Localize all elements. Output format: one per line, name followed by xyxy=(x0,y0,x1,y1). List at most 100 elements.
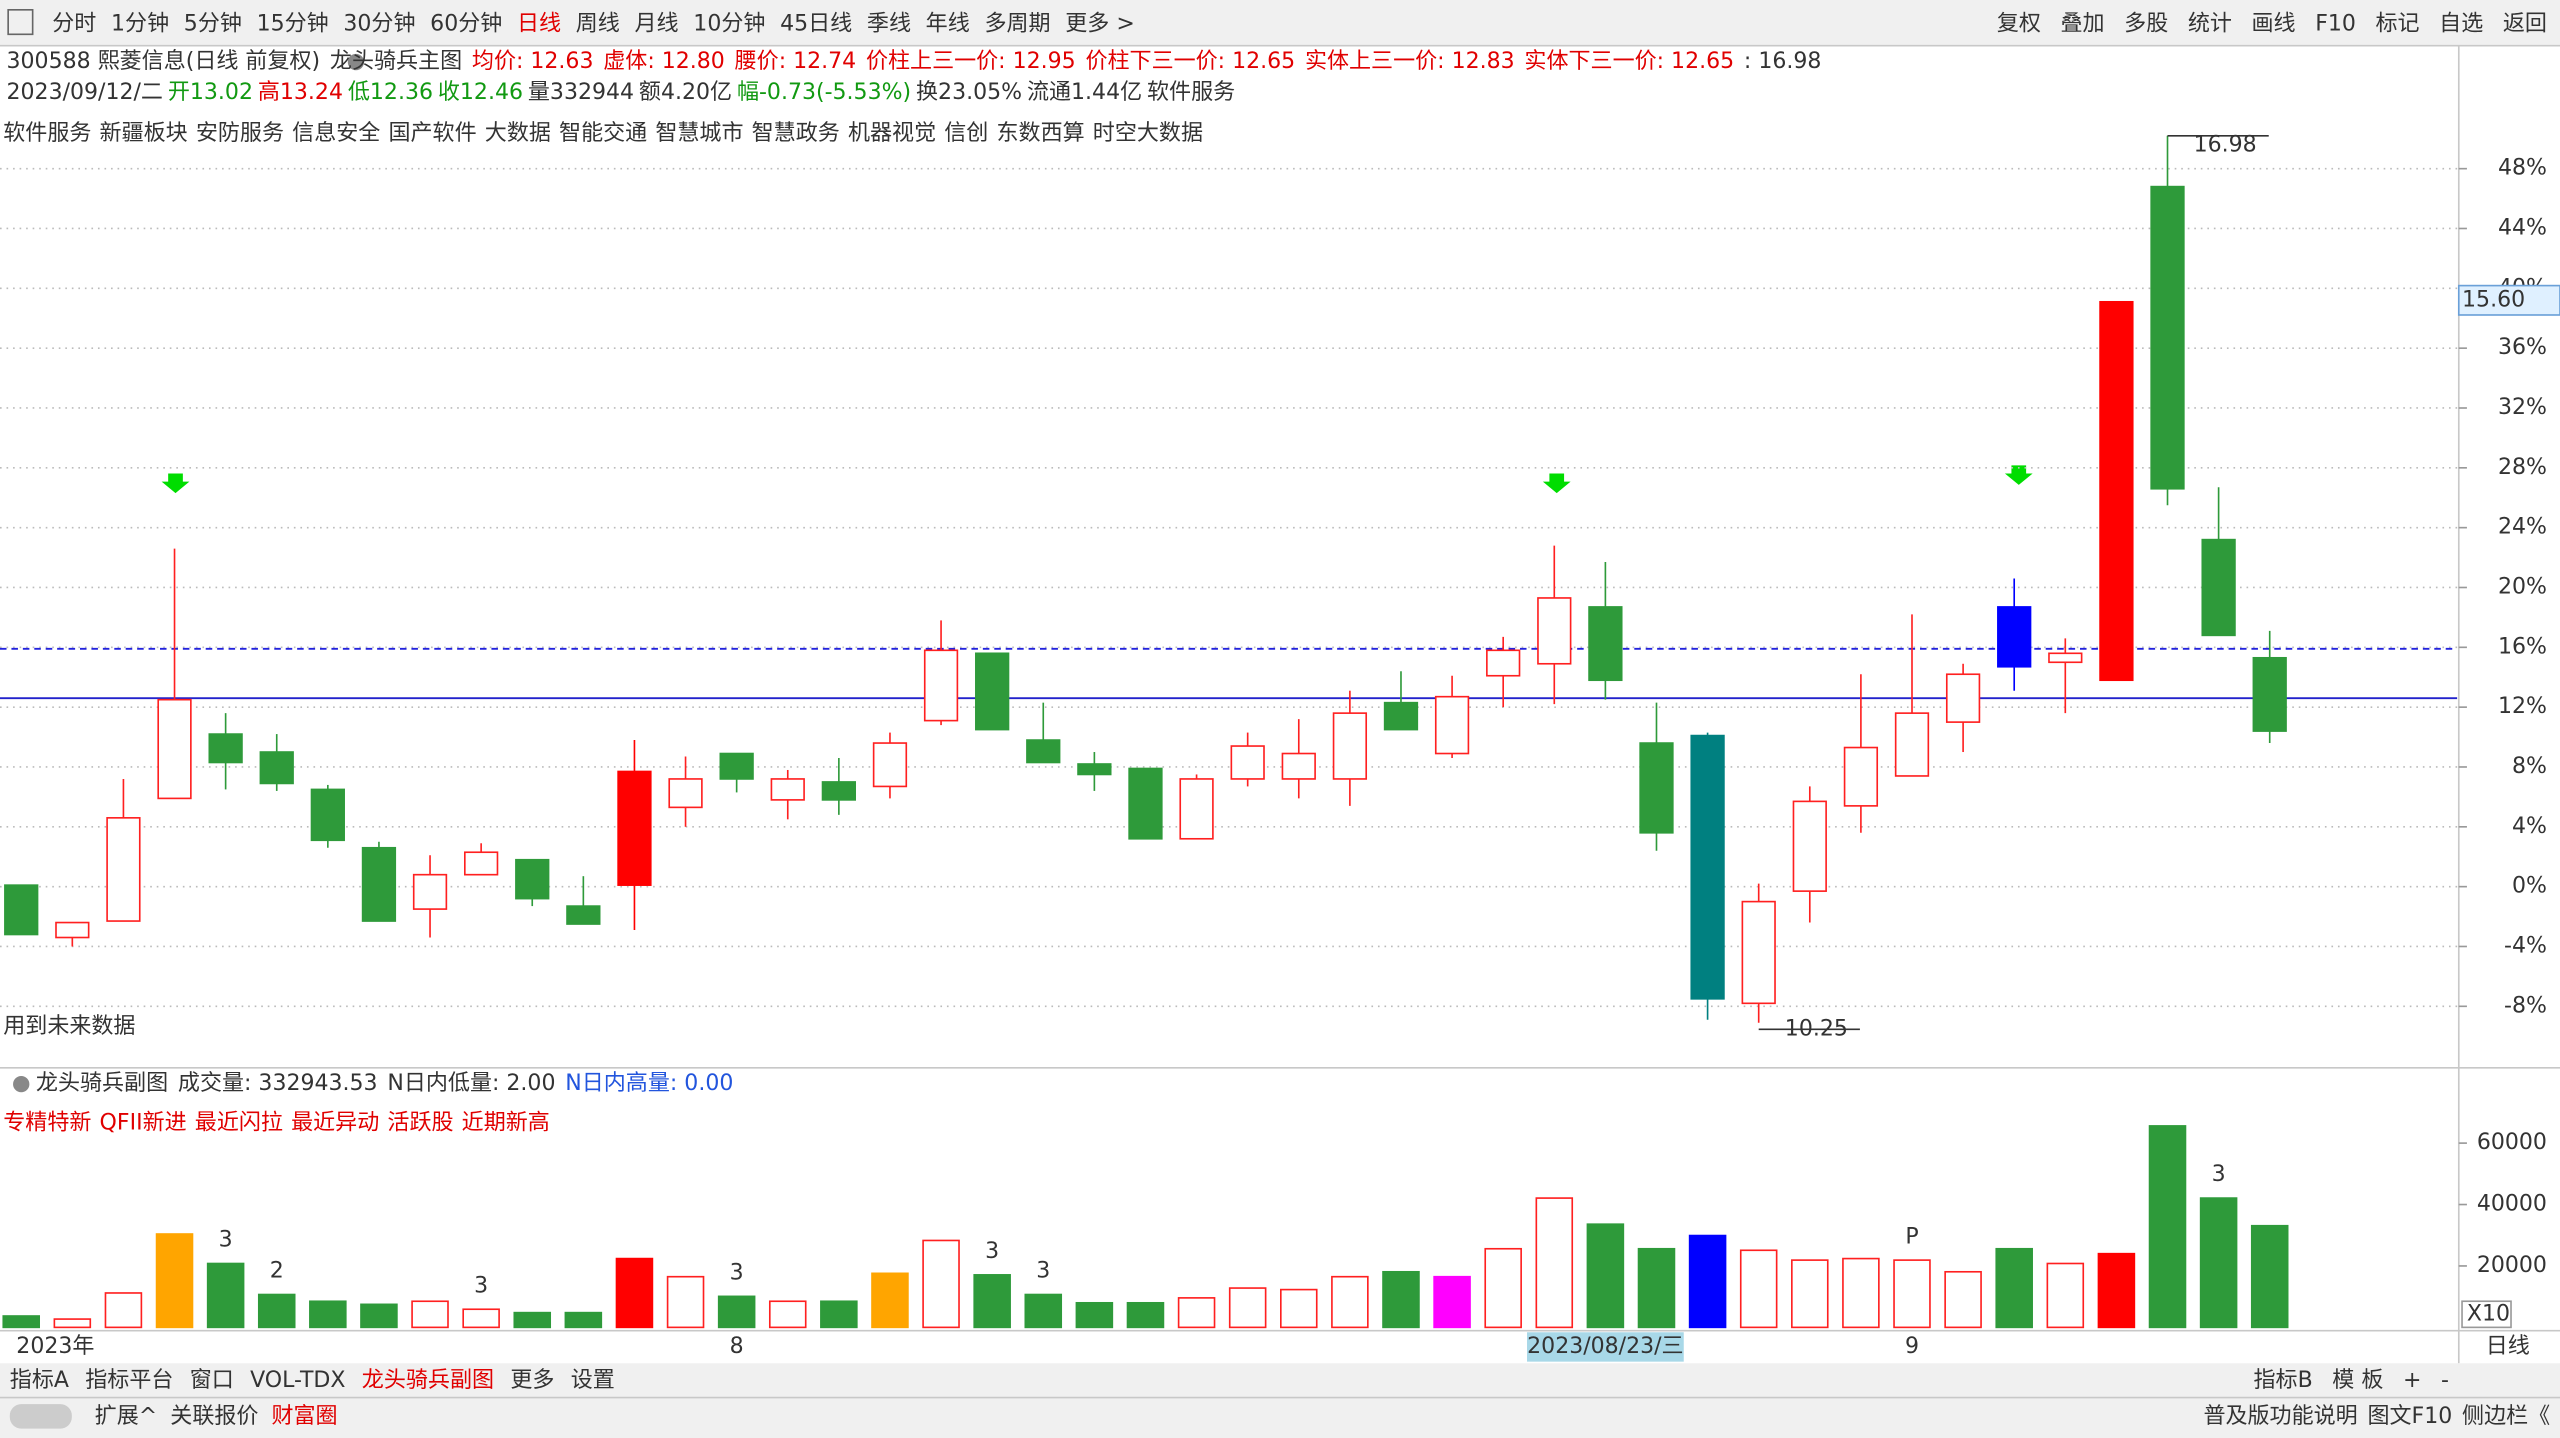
toggle[interactable] xyxy=(9,1404,72,1429)
concept-tag[interactable]: 大数据 xyxy=(485,121,551,146)
status-item[interactable]: 扩展^ xyxy=(95,1404,158,1429)
status-item[interactable]: 财富圈 xyxy=(271,1404,337,1429)
header-item: 腰价: 12.74 xyxy=(735,49,857,74)
candle-body xyxy=(2048,652,2083,664)
status-item[interactable]: 普及版功能说明 xyxy=(2203,1404,2357,1429)
volume-bar xyxy=(257,1293,296,1329)
concept-tag[interactable]: 东数西算 xyxy=(997,121,1085,146)
volume-bar xyxy=(1842,1257,1880,1329)
candle-body xyxy=(106,817,141,922)
candle-body xyxy=(1332,712,1368,780)
concept-tag[interactable]: 机器视觉 xyxy=(848,121,936,146)
bottom-tab[interactable]: 更多 xyxy=(510,1368,554,1393)
annotation-label: 10.25 xyxy=(1785,1016,1848,1041)
tool-button[interactable]: 统计 xyxy=(2188,12,2232,37)
volume-bar xyxy=(871,1272,909,1329)
cursor-price-label: 15.60 xyxy=(2462,287,2525,312)
tab[interactable]: 15分钟 xyxy=(257,12,329,37)
candle-body xyxy=(1230,745,1265,780)
concept-tag[interactable]: 国产软件 xyxy=(388,121,476,146)
candle-body xyxy=(1741,900,1776,1005)
tab[interactable]: 日线 xyxy=(517,12,561,37)
volume-bar xyxy=(1280,1288,1318,1329)
tool-button[interactable]: 自选 xyxy=(2439,12,2483,37)
bottom-tab[interactable]: 指标平台 xyxy=(85,1368,173,1393)
concept-tag[interactable]: 信息安全 xyxy=(292,121,380,146)
candle-body xyxy=(361,846,397,922)
candle-body xyxy=(1843,746,1879,807)
bottom-tab[interactable]: - xyxy=(2441,1368,2449,1393)
bottom-tab[interactable]: VOL-TDX xyxy=(250,1368,345,1393)
tab[interactable]: 多周期 xyxy=(984,12,1050,37)
candle-body xyxy=(515,858,550,900)
concept-tag[interactable]: 智慧城市 xyxy=(655,121,743,146)
tool-button[interactable]: 标记 xyxy=(2376,12,2420,37)
bottom-tab[interactable]: 设置 xyxy=(571,1368,615,1393)
tab[interactable]: 1分钟 xyxy=(111,12,169,37)
concept-tag[interactable]: 信创 xyxy=(944,121,988,146)
candle-body xyxy=(617,770,652,886)
tab[interactable]: 5分钟 xyxy=(184,12,242,37)
tool-button[interactable]: 复权 xyxy=(1997,12,2041,37)
candle-body xyxy=(157,698,192,800)
candle-body xyxy=(208,733,243,764)
toolbar-icon[interactable] xyxy=(7,8,34,36)
status-item[interactable]: 关联报价 xyxy=(170,1404,258,1429)
tool-button[interactable]: 叠加 xyxy=(2061,12,2105,37)
volume-bar xyxy=(2148,1125,2187,1329)
quote-item: 开13.02 xyxy=(168,80,253,105)
tab[interactable]: 60分钟 xyxy=(430,12,502,37)
tab[interactable]: 月线 xyxy=(635,12,679,37)
tab[interactable]: 季线 xyxy=(867,12,911,37)
volume-bar xyxy=(1177,1297,1216,1329)
bottom-tab[interactable]: 窗口 xyxy=(190,1368,234,1393)
tool-button[interactable]: 多股 xyxy=(2124,12,2168,37)
header-item: : 16.98 xyxy=(1744,49,1822,74)
bottom-tab[interactable]: 模 板 xyxy=(2332,1368,2383,1393)
tab[interactable]: 30分钟 xyxy=(343,12,415,37)
status-item[interactable]: 侧边栏《 xyxy=(2462,1404,2550,1429)
volume-bar xyxy=(2046,1262,2085,1329)
volume-bar xyxy=(309,1300,347,1329)
tab[interactable]: 年线 xyxy=(926,12,970,37)
tab[interactable]: 45日线 xyxy=(780,12,852,37)
status-item-row: 扩展^ 关联报价 财富圈 xyxy=(95,1404,338,1429)
volume-bar xyxy=(1484,1247,1522,1329)
bottom-tab[interactable]: 指标A xyxy=(10,1368,69,1393)
tool-button[interactable]: 画线 xyxy=(2252,12,2296,37)
tab[interactable]: 更多 > xyxy=(1065,12,1135,37)
quote-item: 幅-0.73(-5.53%) xyxy=(737,80,911,105)
candle-body xyxy=(2201,538,2236,637)
status-item[interactable]: 图文F10 xyxy=(2367,1404,2452,1429)
candle-body xyxy=(923,649,959,722)
sub-tag: 活跃股 xyxy=(387,1110,453,1135)
header-item: 300588 熙菱信息(日线 前复权) xyxy=(7,49,321,74)
candle-body xyxy=(1179,778,1214,840)
concept-tag[interactable]: 智能交通 xyxy=(559,121,647,146)
bottom-tab[interactable]: 指标B xyxy=(2254,1368,2313,1393)
tool-button[interactable]: F10 xyxy=(2315,12,2356,37)
bottom-tab[interactable]: 龙头骑兵副图 xyxy=(362,1368,494,1393)
volume-label: 3 xyxy=(2212,1162,2226,1187)
concept-tag[interactable]: 安防服务 xyxy=(196,121,284,146)
sub-tag: 最近闪拉 xyxy=(195,1110,283,1135)
candle-body xyxy=(1537,597,1572,665)
scale-note-box xyxy=(2461,1300,2512,1329)
y-tick-label: 44% xyxy=(2498,215,2547,240)
concept-tag[interactable]: 智慧政务 xyxy=(752,121,840,146)
volume-bar xyxy=(1586,1223,1625,1329)
tool-button[interactable]: 返回 xyxy=(2503,12,2547,37)
candle-body xyxy=(566,905,601,925)
candle-body xyxy=(1281,752,1316,780)
volume-bar xyxy=(1075,1301,1114,1329)
concept-tag[interactable]: 软件服务 xyxy=(3,121,91,146)
concept-tag[interactable]: 新疆板块 xyxy=(100,121,188,146)
tab[interactable]: 周线 xyxy=(576,12,620,37)
tab[interactable]: 分时 xyxy=(52,12,96,37)
header-item-row: 300588 熙菱信息(日线 前复权) 龙头骑兵主图 均价: 12.63 虚体: 12… xyxy=(7,49,1822,74)
tab[interactable]: 10分钟 xyxy=(693,12,765,37)
volume-bar xyxy=(513,1311,552,1329)
bottom-tab[interactable]: + xyxy=(2403,1368,2421,1393)
concept-tag[interactable]: 时空大数据 xyxy=(1093,121,1203,146)
